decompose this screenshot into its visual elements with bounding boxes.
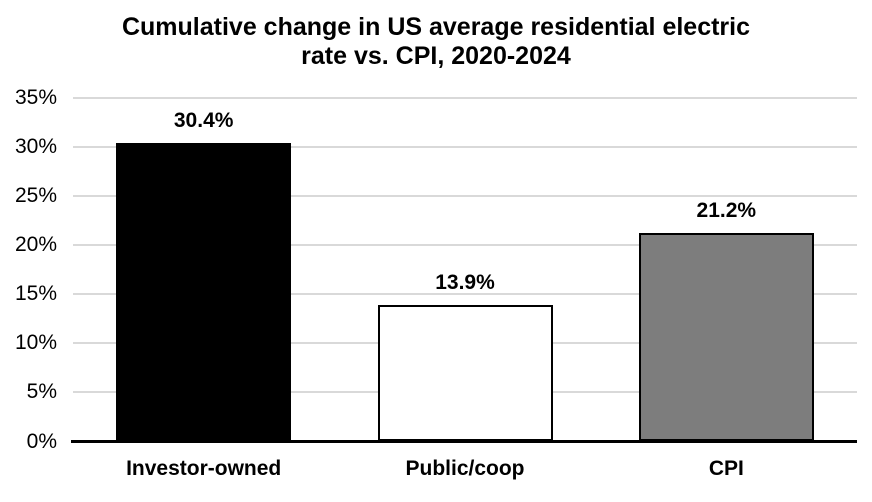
chart-title-line1: Cumulative change in US average resident… bbox=[121, 13, 751, 41]
gridline-30% bbox=[73, 146, 857, 149]
bar-public-coop bbox=[377, 305, 553, 442]
bar-value-label-public-coop: 13.9% bbox=[435, 271, 495, 295]
chart-title: Cumulative change in US average resident… bbox=[0, 13, 872, 71]
bar-cpi bbox=[638, 233, 814, 442]
bar-value-label-cpi: 21.2% bbox=[696, 199, 757, 223]
y-axis-tick-label: 35% bbox=[14, 86, 57, 109]
gridline-35% bbox=[73, 97, 857, 99]
y-axis-tick-label: 20% bbox=[14, 233, 57, 257]
category-label-investor-owned: Investor-owned bbox=[126, 457, 282, 480]
gridline-15% bbox=[73, 293, 857, 296]
y-axis-tick-label: 0% bbox=[26, 429, 57, 453]
bar-investor-owned bbox=[116, 143, 292, 442]
category-label-cpi: CPI bbox=[708, 457, 744, 480]
chart-title-line2: rate vs. CPI, 2020-2024 bbox=[301, 42, 571, 70]
bar-value-label-investor-owned: 30.4% bbox=[173, 109, 234, 133]
category-label-public-coop: Public/coop bbox=[405, 457, 525, 480]
x-axis-line bbox=[71, 440, 857, 443]
y-axis-tick-label: 25% bbox=[14, 184, 57, 208]
y-axis-tick-label: 10% bbox=[14, 331, 57, 355]
y-axis-tick-label: 5% bbox=[26, 380, 57, 404]
gridline-20% bbox=[73, 244, 857, 247]
gridline-25% bbox=[73, 195, 857, 198]
y-axis-tick-label: 30% bbox=[14, 135, 57, 159]
y-axis-tick-label: 15% bbox=[14, 282, 57, 306]
